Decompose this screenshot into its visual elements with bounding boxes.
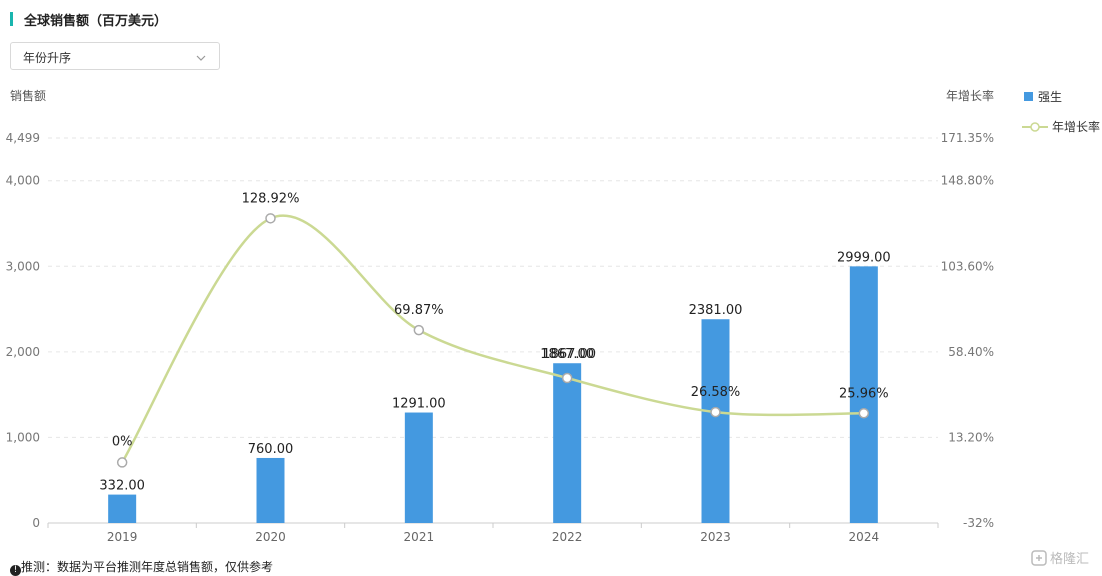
bar-2020 bbox=[256, 457, 285, 523]
bar-value-label: 1867.00 bbox=[540, 347, 594, 362]
right-tick-label: 148.80% bbox=[941, 174, 994, 188]
right-tick-label: 171.35% bbox=[941, 131, 994, 145]
bar-value-label: 1291.00 bbox=[392, 397, 446, 412]
x-tick-label: 2019 bbox=[107, 530, 138, 544]
growth-value-label: 0% bbox=[112, 434, 133, 449]
bar-value-label: 2999.00 bbox=[837, 250, 891, 265]
sort-select-value: 年份升序 bbox=[23, 51, 72, 65]
title-accent-bar bbox=[10, 12, 13, 26]
bar-2021 bbox=[404, 412, 433, 523]
watermark-logo: 格隆汇 bbox=[1030, 548, 1089, 567]
chevron-down-icon bbox=[195, 49, 207, 68]
info-icon: ! bbox=[10, 565, 21, 576]
growth-point-2023 bbox=[710, 406, 721, 418]
growth-point-2019 bbox=[116, 457, 128, 468]
footnote: ! 推测：数据为平台推测年度总销售额，仅供参考 bbox=[10, 558, 273, 576]
right-axis-title: 年增长率 bbox=[946, 88, 994, 103]
watermark-text: 格隆汇 bbox=[1050, 552, 1090, 567]
left-tick-label: 4,000 bbox=[6, 174, 40, 188]
growth-line bbox=[121, 214, 864, 464]
bar-2023 bbox=[701, 319, 730, 523]
right-tick-label: -32% bbox=[963, 516, 994, 530]
right-tick-label: 13.20% bbox=[948, 430, 994, 444]
bar-2022 bbox=[553, 363, 582, 523]
legend-line-label: 年增长率 bbox=[1052, 119, 1100, 134]
legend-bar-label: 强生 bbox=[1038, 90, 1062, 104]
left-tick-label: 0 bbox=[32, 516, 40, 530]
legend-bar-swatch bbox=[1024, 92, 1033, 101]
growth-point-2024 bbox=[858, 408, 870, 419]
growth-point-2022 bbox=[561, 372, 573, 384]
bar-2019 bbox=[108, 494, 137, 523]
footnote-text: 推测：数据为平台推测年度总销售额，仅供参考 bbox=[21, 560, 274, 574]
page-title: 全球销售额（百万美元） bbox=[24, 14, 168, 29]
x-tick-label: 2022 bbox=[552, 530, 583, 544]
x-tick-label: 2024 bbox=[849, 530, 880, 544]
right-tick-label: 58.40% bbox=[948, 345, 994, 359]
growth-value-label: 26.58% bbox=[691, 385, 741, 400]
bar-2024 bbox=[849, 266, 878, 523]
legend-line-marker bbox=[1030, 122, 1040, 132]
bar-value-label: 332.00 bbox=[99, 479, 145, 494]
left-tick-label: 4,499 bbox=[6, 131, 40, 145]
x-tick-label: 2020 bbox=[255, 530, 286, 544]
left-tick-label: 3,000 bbox=[6, 259, 40, 273]
growth-point-2021 bbox=[413, 324, 425, 336]
growth-value-label: 25.96% bbox=[839, 386, 889, 401]
left-axis-title: 销售额 bbox=[10, 88, 46, 103]
growth-value-label: 69.87% bbox=[394, 303, 444, 318]
x-tick-label: 2023 bbox=[700, 530, 731, 544]
sort-select[interactable]: 年份升序 bbox=[10, 42, 220, 70]
right-tick-label: 103.60% bbox=[941, 259, 994, 273]
growth-point-2020 bbox=[265, 213, 276, 224]
left-tick-label: 1,000 bbox=[6, 430, 40, 444]
x-tick-label: 2021 bbox=[404, 530, 435, 544]
bar-value-label: 760.00 bbox=[248, 442, 294, 457]
growth-value-label: 128.92% bbox=[242, 191, 300, 206]
bar-value-label: 2381.00 bbox=[689, 303, 743, 318]
left-tick-label: 2,000 bbox=[6, 345, 40, 359]
overlap-value-label: 1867.00 bbox=[542, 347, 596, 362]
